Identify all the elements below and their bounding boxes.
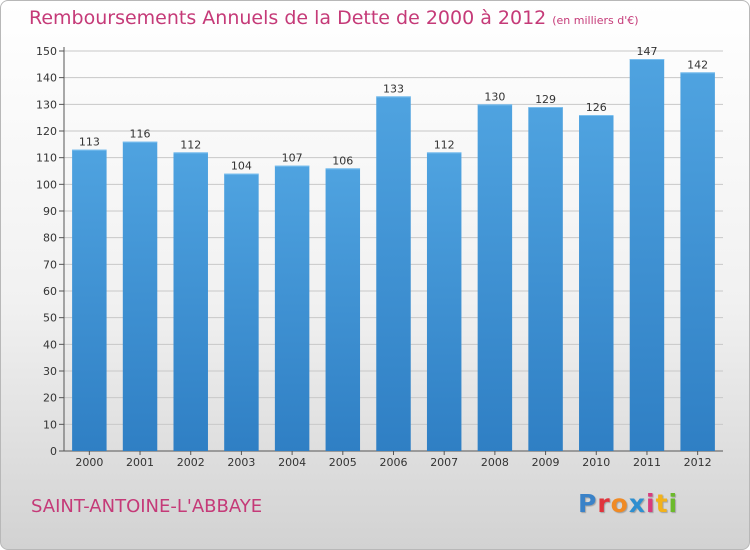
x-tick-label: 2003 [227, 456, 255, 469]
x-tick-label: 2005 [329, 456, 357, 469]
logo-letter: x [628, 489, 646, 518]
x-tick-label: 2012 [684, 456, 712, 469]
y-tick-label: 30 [43, 365, 57, 378]
bar [376, 96, 411, 451]
y-tick-label: 110 [36, 152, 57, 165]
x-tick-label: 2002 [177, 456, 205, 469]
bar [426, 152, 462, 452]
bars [72, 59, 715, 452]
y-tick-label: 130 [36, 98, 57, 111]
bar-value-label: 112 [180, 138, 201, 151]
x-tick-label: 2001 [126, 456, 154, 469]
bar-value-label: 129 [535, 93, 556, 106]
bar-value-label: 107 [282, 152, 303, 165]
logo-letter: t [655, 489, 669, 518]
y-tick-label: 140 [36, 72, 57, 85]
x-tick-label: 2011 [633, 456, 661, 469]
proxiti-logo: Proxiti [578, 489, 678, 518]
x-tick-label: 2006 [380, 456, 408, 469]
x-tick-label: 2008 [481, 456, 509, 469]
y-tick-label: 100 [36, 178, 57, 191]
logo-letter: i [668, 489, 679, 518]
bar-value-label: 147 [636, 45, 657, 58]
chart-title-text: Remboursements Annuels de la Dette de 20… [29, 7, 547, 29]
y-tick-label: 60 [43, 285, 57, 298]
logo-letter: i [646, 489, 656, 518]
y-tick-label: 40 [43, 338, 57, 351]
y-tick-label: 0 [50, 445, 57, 458]
y-tick-label: 70 [43, 258, 57, 271]
bar [224, 173, 259, 451]
bar-value-label: 106 [332, 154, 353, 167]
x-tick-label: 2007 [430, 456, 458, 469]
x-tick-label: 2010 [582, 456, 610, 469]
bar [528, 107, 563, 451]
y-tick-label: 90 [43, 205, 57, 218]
y-tick-label: 10 [43, 418, 57, 431]
logo-letter: o [610, 489, 629, 518]
chart-unit: (en milliers d'€) [552, 14, 639, 27]
bar [579, 115, 614, 451]
y-tick-label: 150 [36, 45, 57, 58]
bar-value-label: 142 [687, 58, 708, 71]
commune-name: SAINT-ANTOINE-L'ABBAYE [31, 496, 263, 517]
bar [274, 165, 310, 451]
x-tick-label: 2000 [75, 456, 103, 469]
logo-letter: P [578, 489, 598, 518]
bar [629, 59, 665, 451]
y-tick-label: 120 [36, 125, 57, 138]
bar-value-label: 130 [484, 90, 505, 103]
bar [173, 152, 208, 452]
bar-value-label: 133 [383, 82, 404, 95]
bar [122, 141, 158, 451]
x-tick-label: 2009 [532, 456, 560, 469]
bar-value-label: 113 [79, 136, 100, 149]
bar-value-label: 112 [434, 138, 455, 151]
chart-title: Remboursements Annuels de la Dette de 20… [29, 7, 639, 29]
bar-value-label: 126 [586, 101, 607, 114]
bar-value-label: 116 [130, 128, 151, 141]
bar [477, 104, 513, 451]
y-tick-label: 80 [43, 232, 57, 245]
bar-value-label: 104 [231, 160, 252, 173]
x-tick-label: 2004 [278, 456, 306, 469]
bar [325, 168, 361, 452]
bar [72, 149, 107, 451]
bar [680, 72, 715, 451]
y-tick-label: 20 [43, 392, 57, 405]
y-tick-label: 50 [43, 312, 57, 325]
bar-labels: 113 116 112 104 107 106 133 112 130 129 126 147 142 [79, 45, 708, 173]
logo-letter: r [597, 489, 611, 518]
